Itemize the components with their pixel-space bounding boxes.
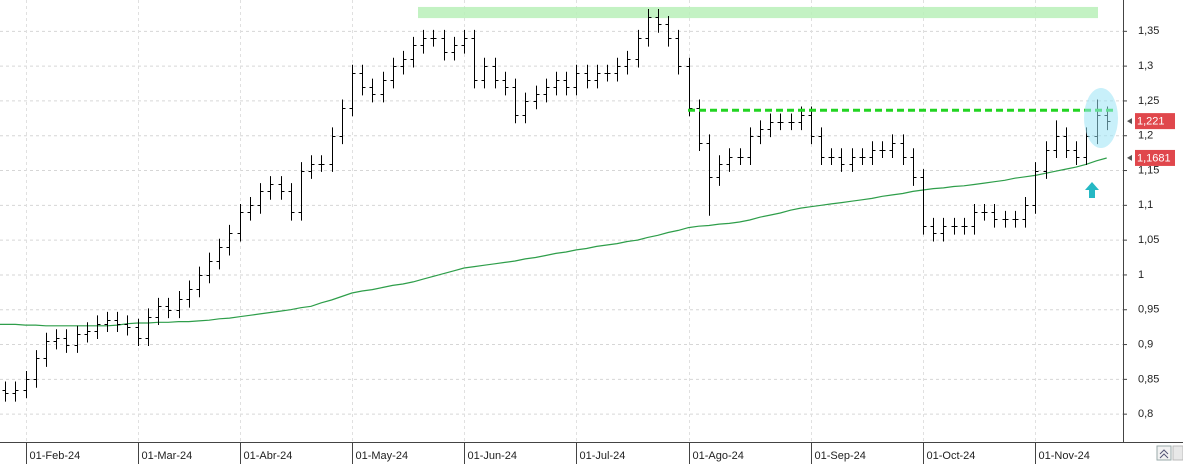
x-tick-label: 01-Sep-24 [815, 450, 866, 462]
corner-button[interactable] [1172, 445, 1183, 461]
x-tick-label: 01-Oct-24 [927, 450, 976, 462]
x-tick-label: 01-Ago-24 [693, 450, 744, 462]
y-tick-label: 1,05 [1138, 234, 1159, 246]
price-tag [1135, 113, 1175, 130]
y-tick-label: 1,15 [1138, 164, 1159, 176]
price-pointer [1127, 154, 1132, 161]
y-tick-label: 0,8 [1138, 408, 1153, 420]
scale-icon [1159, 449, 1169, 459]
price-tag [1135, 149, 1175, 166]
y-tick-label: 0,85 [1138, 373, 1159, 385]
x-tick-label: 01-Mar-24 [142, 450, 193, 462]
price-tag-label: 1,1681 [1137, 152, 1171, 164]
y-tick-label: 1,35 [1138, 25, 1159, 37]
y-tick-label: 1,3 [1138, 60, 1153, 72]
x-tick-label: 01-Nov-24 [1039, 450, 1090, 462]
y-tick-label: 1,25 [1138, 95, 1159, 107]
x-tick-label: 01-Jul-24 [580, 450, 626, 462]
x-tick-label: 01-May-24 [356, 450, 409, 462]
x-tick-label: 01-Feb-24 [30, 450, 81, 462]
y-tick-label: 1 [1138, 269, 1144, 281]
up-arrow [1085, 182, 1099, 198]
x-tick-label: 01-Abr-24 [244, 450, 293, 462]
moving-average [0, 157, 1107, 327]
scale-button[interactable] [1156, 445, 1172, 461]
resistance-band [418, 6, 1098, 19]
x-tick-label: 01-Jun-24 [468, 450, 518, 462]
highlight-ellipse [1084, 88, 1118, 148]
price-tag-label: 1,221 [1137, 116, 1165, 128]
y-tick-label: 0,95 [1138, 304, 1159, 316]
y-tick-label: 1,1 [1138, 199, 1153, 211]
y-tick-label: 0,9 [1138, 338, 1153, 350]
y-tick-label: 1,2 [1138, 130, 1153, 142]
price-pointer [1127, 118, 1132, 125]
